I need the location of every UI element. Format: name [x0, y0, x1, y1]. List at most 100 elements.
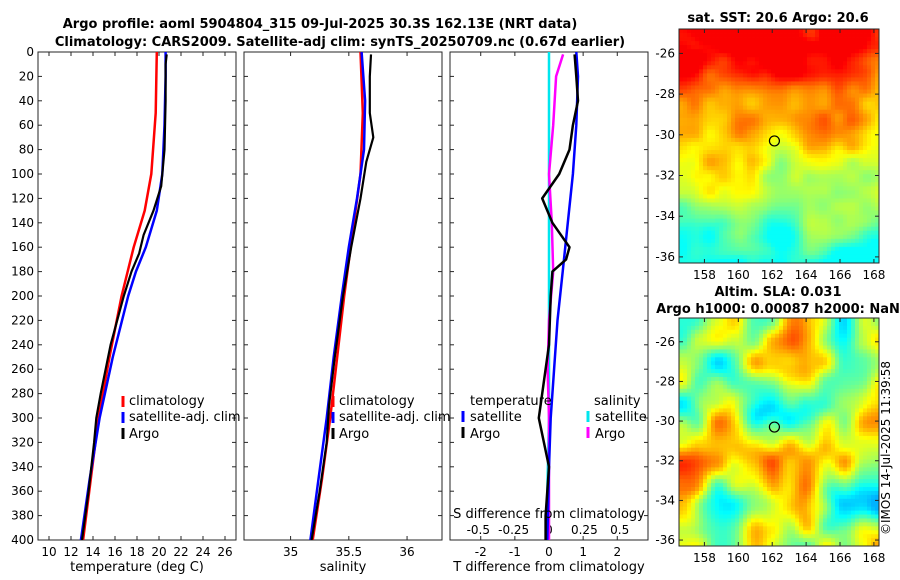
map-cell	[771, 182, 776, 187]
map-cell	[743, 349, 748, 354]
map-cell	[739, 408, 744, 413]
map-cell	[755, 357, 760, 362]
map-cell	[803, 404, 808, 409]
map-cell	[875, 65, 880, 70]
map-cell	[843, 53, 848, 58]
map-cell	[727, 357, 732, 362]
map-cell	[851, 341, 856, 346]
map-cell	[727, 218, 732, 224]
map-cell	[759, 329, 764, 335]
map-cell	[691, 258, 696, 264]
map-cell	[679, 198, 684, 203]
map-cell	[811, 89, 816, 94]
map-cell	[707, 186, 712, 191]
map-cell	[835, 109, 840, 115]
map-cell	[859, 158, 864, 163]
map-cell	[863, 333, 868, 339]
map-cell	[815, 186, 820, 191]
map-cell	[863, 420, 868, 425]
map-cell	[691, 105, 696, 111]
map-cell	[771, 400, 776, 405]
map-cell	[763, 447, 768, 453]
map-cell	[811, 345, 816, 350]
map-cell	[811, 49, 816, 54]
salinity-x-label: salinity	[320, 560, 367, 575]
map-cell	[747, 162, 752, 167]
map-cell	[827, 65, 832, 70]
map-cell	[847, 93, 852, 98]
map-cell	[683, 29, 688, 34]
map-cell	[691, 214, 696, 220]
map-cell	[779, 416, 784, 421]
map-cell	[815, 254, 820, 260]
map-cell	[795, 349, 800, 354]
map-cell	[727, 81, 732, 86]
map-cell	[719, 129, 724, 135]
map-cell	[847, 109, 852, 115]
map-cell	[763, 133, 768, 139]
map-cell	[707, 412, 712, 417]
map-cell	[799, 329, 804, 335]
map-cell	[743, 439, 748, 445]
map-cell	[707, 57, 712, 62]
map-cell	[811, 242, 816, 248]
map-cell	[719, 420, 724, 425]
map-cell	[707, 206, 712, 211]
map-cell	[703, 214, 708, 220]
map-cell	[731, 420, 736, 425]
map-cell	[695, 162, 700, 167]
map-cell	[831, 69, 836, 74]
map-cell	[683, 408, 688, 413]
map-cell	[799, 420, 804, 425]
map-cell	[815, 73, 820, 78]
map-cell	[799, 117, 804, 123]
map-cell	[763, 451, 768, 456]
map-cell	[711, 420, 716, 425]
map-cell	[771, 246, 776, 252]
map-cell	[863, 218, 868, 224]
map-cell	[695, 369, 700, 374]
map-cell	[711, 384, 716, 390]
map-cell	[727, 325, 732, 331]
map-cell	[695, 33, 700, 38]
map-cell	[731, 337, 736, 342]
map-cell	[783, 178, 788, 183]
map-cell	[835, 246, 840, 252]
map-cell	[687, 337, 692, 342]
map-cell	[791, 214, 796, 220]
map-cell	[747, 412, 752, 417]
map-cell	[847, 325, 852, 331]
map-cell	[787, 129, 792, 135]
map-cell	[755, 194, 760, 199]
map-cell	[855, 154, 860, 159]
map-cell	[779, 218, 784, 224]
map-cell	[687, 117, 692, 123]
map-cell	[827, 376, 832, 382]
map-cell	[855, 137, 860, 143]
map-cell	[691, 226, 696, 232]
map-cell	[799, 384, 804, 390]
map-cell	[799, 439, 804, 445]
map-cell	[703, 432, 708, 437]
map-cell	[851, 117, 856, 123]
map-cell	[803, 337, 808, 342]
map-cell	[707, 341, 712, 346]
map-cell	[707, 53, 712, 58]
map-cell	[683, 321, 688, 327]
temp-argo-line	[80, 54, 168, 540]
map-cell	[711, 85, 716, 90]
map-cell	[699, 137, 704, 143]
map-cell	[803, 333, 808, 339]
map-cell	[767, 392, 772, 398]
map-cell	[867, 133, 872, 139]
map-cell	[711, 69, 716, 74]
map-cell	[775, 57, 780, 62]
map-cell	[687, 400, 692, 405]
map-cell	[863, 89, 868, 94]
map-cell	[727, 198, 732, 203]
map-cell	[707, 65, 712, 70]
map-cell	[783, 400, 788, 405]
map-cell	[711, 154, 716, 159]
map-cell	[855, 432, 860, 437]
map-cell	[815, 318, 820, 323]
